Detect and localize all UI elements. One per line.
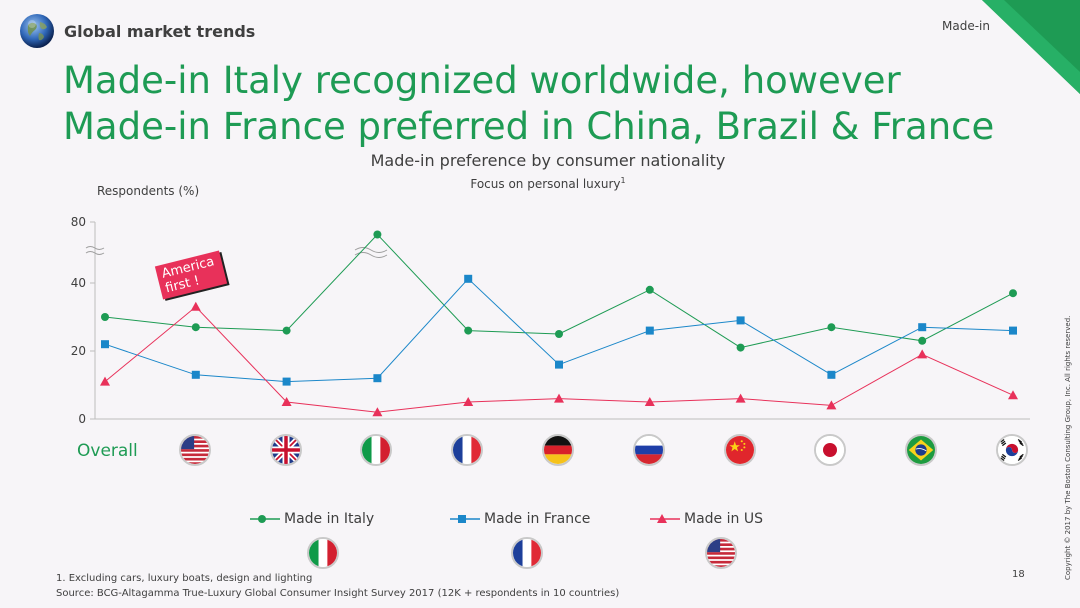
brazil-flag xyxy=(905,434,938,466)
data-point xyxy=(827,370,836,379)
headline-line-2: Made-in France preferred in China, Brazi… xyxy=(63,105,995,148)
data-point xyxy=(918,336,927,345)
globe-icon xyxy=(19,13,55,49)
data-point xyxy=(373,230,382,239)
legend-marker-circle xyxy=(250,515,280,523)
japan-flag xyxy=(814,434,847,466)
data-point xyxy=(645,285,654,294)
data-point xyxy=(827,323,836,332)
data-point xyxy=(917,349,928,359)
chart-title: Made-in preference by consumer nationali… xyxy=(370,151,726,170)
y-tick-label: 80 xyxy=(71,215,86,229)
data-point xyxy=(918,323,927,332)
data-point xyxy=(282,326,291,335)
germany-flag xyxy=(542,434,574,466)
data-point xyxy=(1008,390,1018,400)
uk-flag xyxy=(269,434,302,466)
legend-made-in-italy: Made in Italy xyxy=(250,511,374,527)
chart-series xyxy=(100,230,1018,417)
data-point xyxy=(281,397,292,406)
chart-axes: 0 20 40 80 xyxy=(71,215,1030,426)
data-point xyxy=(190,301,201,311)
y-tick-label: 20 xyxy=(71,344,86,358)
chart-subtitle-text: Focus on personal luxury xyxy=(470,177,621,191)
data-point xyxy=(644,397,655,406)
copyright-notice: Copyright © 2017 by The Boston Consultin… xyxy=(1064,315,1072,580)
series-break-mark xyxy=(354,247,388,253)
data-point xyxy=(100,376,110,386)
data-point xyxy=(372,407,383,417)
data-point xyxy=(736,343,745,352)
page-number: 18 xyxy=(1012,569,1025,580)
data-point xyxy=(826,400,837,410)
legend-made-in-france: Made in France xyxy=(450,511,590,527)
section-tag: Made-in xyxy=(942,19,990,33)
axis-break-mark xyxy=(85,251,105,255)
italy-flag xyxy=(307,537,339,569)
data-point xyxy=(555,330,563,338)
data-point xyxy=(191,323,200,332)
section-title: Global market trends xyxy=(64,22,256,41)
corner-decoration xyxy=(982,0,1080,94)
footnote: 1. Excluding cars, luxury boats, design … xyxy=(56,573,313,584)
y-tick-label: 0 xyxy=(78,412,86,426)
headline: Made-in Italy recognized worldwide, howe… xyxy=(63,58,1023,150)
france-flag xyxy=(451,434,484,466)
legend-label: Made in US xyxy=(684,511,763,527)
y-tick-label: 40 xyxy=(71,276,86,290)
line-chart: 0 20 40 80 xyxy=(71,215,1030,426)
data-point xyxy=(1009,289,1017,298)
data-point xyxy=(555,360,563,369)
data-point xyxy=(101,340,109,349)
y-axis-label: Respondents (%) xyxy=(97,184,200,198)
overall-category-label: Overall xyxy=(77,441,138,461)
legend-made-in-us: Made in US xyxy=(650,511,763,527)
headline-line-1: Made-in Italy recognized worldwide, howe… xyxy=(63,59,901,102)
data-point xyxy=(191,370,200,379)
data-point xyxy=(464,274,473,283)
data-point xyxy=(463,397,474,406)
france-flag xyxy=(511,537,543,569)
data-point xyxy=(282,377,291,386)
data-point xyxy=(554,393,564,403)
data-point xyxy=(736,316,745,325)
us-flag xyxy=(705,537,737,569)
legend-marker-square xyxy=(450,515,480,523)
legend-marker-triangle xyxy=(650,514,680,523)
data-point xyxy=(645,326,654,335)
us-flag xyxy=(178,434,211,466)
chart-subtitle: Focus on personal luxury1 xyxy=(0,176,1080,191)
russia-flag xyxy=(632,434,665,466)
source-note: Source: BCG-Altagamma True-Luxury Global… xyxy=(56,588,620,599)
data-point xyxy=(735,393,746,403)
data-point xyxy=(101,313,109,321)
data-point xyxy=(1009,326,1017,335)
korea-flag xyxy=(996,434,1028,466)
italy-flag xyxy=(360,434,393,466)
axis-break-mark xyxy=(85,246,105,250)
footnote-mark: 1 xyxy=(620,176,626,185)
data-point xyxy=(373,374,382,383)
data-point xyxy=(464,326,473,335)
legend-label: Made in France xyxy=(484,511,591,527)
china-flag xyxy=(723,434,756,466)
legend-label: Made in Italy xyxy=(284,511,375,527)
